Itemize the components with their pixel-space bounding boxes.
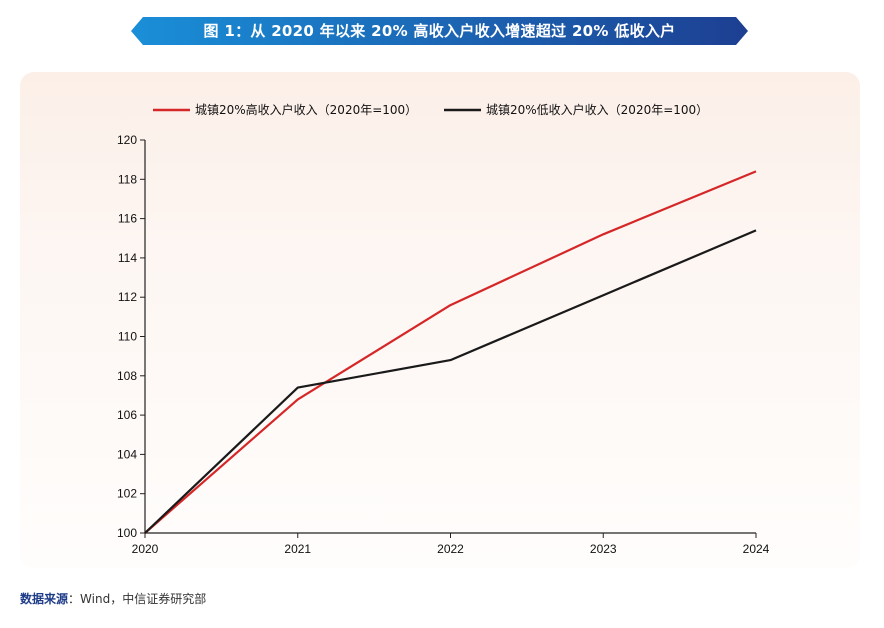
x-tick-label: 2022	[437, 542, 464, 556]
y-tick-label: 104	[117, 447, 137, 461]
x-tick-label: 2024	[743, 542, 770, 556]
chart-panel: 100 102 104 106 108 110 112 114 116 118 120 2020 202…	[20, 72, 860, 568]
source-text: Wind，中信证券研究部	[80, 592, 207, 606]
y-tick-label: 120	[117, 133, 137, 147]
banner-shape	[131, 17, 748, 45]
series-line-high-income	[144, 170, 757, 534]
series-line-low-income	[144, 229, 757, 534]
y-tick-label: 108	[117, 369, 137, 383]
x-tick-label: 2021	[284, 542, 311, 556]
y-tick-label: 116	[118, 212, 137, 226]
y-tick-label: 100	[117, 526, 137, 540]
source-colon: ：	[68, 592, 81, 606]
title-banner: 图 1：从 2020 年以来 20% 高收入户收入增速超过 20% 低收入户	[131, 17, 748, 45]
legend-label: 城镇20%高收入户收入（2020年=100）	[195, 102, 417, 117]
y-tick-label: 112	[118, 290, 137, 304]
y-tick-label: 114	[118, 251, 137, 265]
x-tick-label: 2020	[132, 542, 159, 556]
line-chart: 100 102 104 106 108 110 112 114 116 118 120 2020 202…	[117, 102, 770, 556]
y-tick-label: 106	[117, 408, 137, 422]
y-tick-label: 102	[117, 487, 137, 501]
y-tick-label: 118	[118, 172, 137, 186]
source-label: 数据来源	[20, 592, 69, 606]
y-tick-label: 110	[118, 330, 137, 344]
chart-title: 图 1：从 2020 年以来 20% 高收入户收入增速超过 20% 低收入户	[203, 22, 676, 40]
x-tick-label: 2023	[590, 542, 617, 556]
source-note: 数据来源：Wind，中信证券研究部	[20, 590, 206, 607]
legend-label: 城镇20%低收入户收入（2020年=100）	[486, 102, 708, 117]
